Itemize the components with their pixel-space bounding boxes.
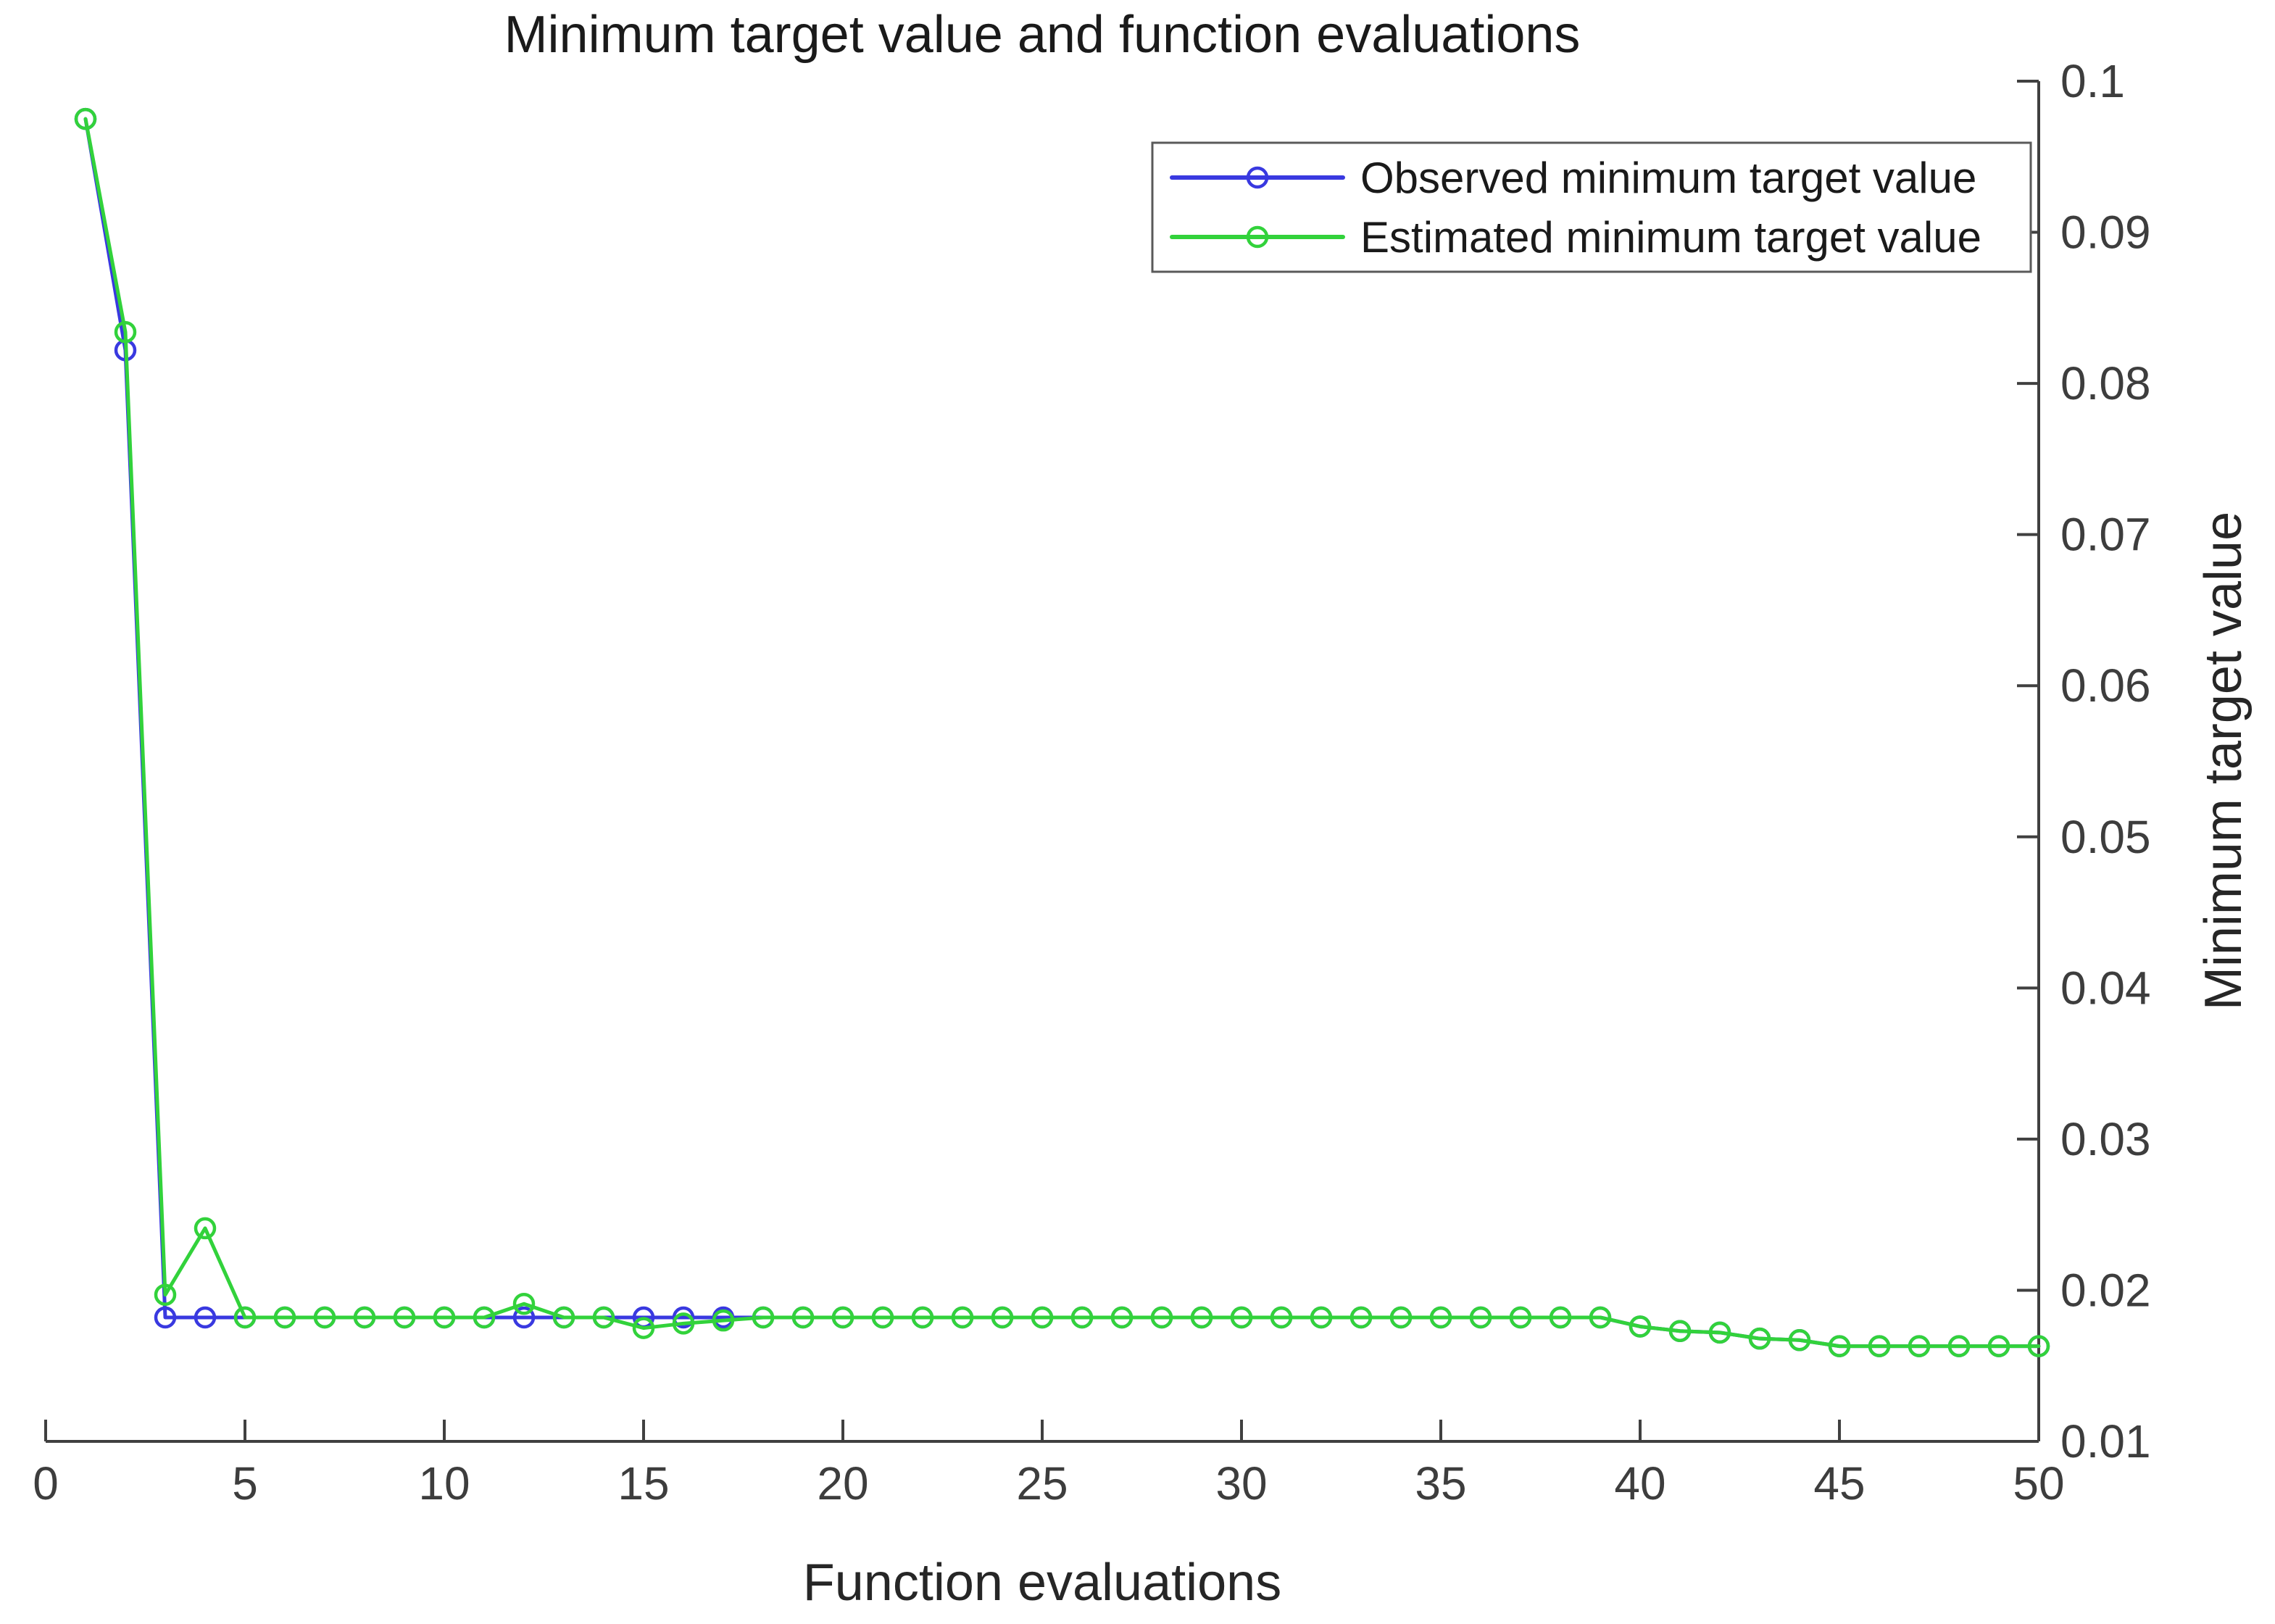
y-axis: 0.010.020.030.040.050.060.070.080.090.1 … xyxy=(2017,55,2253,1467)
series-estimated-marker xyxy=(632,1317,655,1339)
y-tick-label: 0.01 xyxy=(2060,1415,2151,1467)
series-estimated-marker xyxy=(592,1306,615,1329)
series-estimated-marker xyxy=(1070,1306,1094,1329)
series-estimated-marker xyxy=(114,320,137,343)
legend-sample-marker xyxy=(1246,225,1269,249)
series-observed-marker xyxy=(512,1306,536,1329)
series-estimated-marker xyxy=(1549,1306,1572,1329)
x-axis: 0 5 10 15 20 25 30 35 40 45 50 Function evaluation… xyxy=(33,1420,2065,1612)
series-estimated xyxy=(74,107,2050,1357)
plot-title: Minimum target value and function evalua… xyxy=(504,6,1581,64)
series-estimated-marker xyxy=(433,1306,456,1329)
x-ticks xyxy=(44,1420,2040,1441)
series-estimated-marker xyxy=(1788,1329,1811,1352)
series-estimated-marker xyxy=(194,1217,217,1240)
series-estimated-marker xyxy=(1270,1306,1293,1329)
series-estimated-marker xyxy=(951,1306,974,1329)
y-tick-label: 0.02 xyxy=(2060,1264,2151,1316)
legend-sample-marker xyxy=(1246,166,1269,189)
series-estimated-marker xyxy=(991,1306,1014,1329)
series-estimated-marker xyxy=(831,1306,854,1329)
series-estimated-marker xyxy=(791,1306,815,1329)
x-tick-label: 5 xyxy=(232,1457,258,1510)
series-estimated-marker xyxy=(313,1306,336,1329)
series-estimated-marker xyxy=(1469,1306,1492,1329)
series-estimated-marker xyxy=(74,107,97,130)
series-estimated-marker xyxy=(871,1306,894,1329)
legend-samples xyxy=(1170,166,1345,249)
series-estimated-marker xyxy=(1509,1306,1532,1329)
series-estimated-marker xyxy=(1708,1321,1731,1344)
series-estimated-line xyxy=(83,117,2041,1349)
series-estimated-marker xyxy=(552,1306,575,1329)
y-tick-label: 0.07 xyxy=(2060,509,2151,561)
y-axis-label: Minimum target value xyxy=(2195,512,2253,1010)
series-estimated-marker xyxy=(233,1306,257,1329)
x-tick-label: 0 xyxy=(33,1457,59,1510)
series-observed-marker xyxy=(194,1306,217,1329)
x-tick-label: 20 xyxy=(817,1457,868,1510)
series-estimated-marker xyxy=(1031,1306,1054,1329)
x-tick-label: 40 xyxy=(1614,1457,1665,1510)
series-estimated-marker xyxy=(672,1312,695,1335)
x-tick-label: 45 xyxy=(1813,1457,1865,1510)
series-observed-marker xyxy=(154,1306,177,1329)
x-tick-label: 15 xyxy=(617,1457,669,1510)
y-tick-label: 0.03 xyxy=(2060,1113,2151,1165)
series-estimated-marker xyxy=(1230,1306,1253,1329)
series-estimated-marker xyxy=(1828,1335,1851,1357)
series-estimated-marker xyxy=(154,1283,177,1306)
series-estimated-marker xyxy=(1868,1335,1891,1357)
x-tick-label: 30 xyxy=(1215,1457,1267,1510)
legend-entry-observed-label: Observed minimum target value xyxy=(1360,154,1976,202)
series-estimated-marker xyxy=(1389,1306,1413,1329)
legend-box xyxy=(1151,141,2032,273)
series-observed-marker xyxy=(672,1306,695,1329)
series-estimated-marker xyxy=(1429,1306,1452,1329)
y-tick-label: 0.04 xyxy=(2060,962,2151,1014)
series-estimated-marker xyxy=(1150,1306,1173,1329)
series-estimated-marker xyxy=(1110,1306,1134,1329)
x-tick-label: 10 xyxy=(418,1457,470,1510)
y-tick-label: 0.1 xyxy=(2060,55,2125,107)
series-estimated-marker xyxy=(1310,1306,1333,1329)
series-estimated-marker xyxy=(1947,1335,1971,1357)
series-estimated-marker xyxy=(712,1309,735,1332)
y-tick-label: 0.09 xyxy=(2060,207,2151,259)
series-estimated-marker xyxy=(911,1306,934,1329)
series-estimated-marker xyxy=(1908,1335,1931,1357)
x-tick-label: 35 xyxy=(1415,1457,1466,1510)
x-tick-label: 25 xyxy=(1016,1457,1068,1510)
y-tick-labels: 0.01 0.02 0.03 0.04 0.05 0.06 0.07 0.08 0.09 0.1 xyxy=(2060,55,2151,1467)
legend: Observed minimum target value Estimated … xyxy=(1151,141,2032,273)
series-estimated-marker xyxy=(273,1306,296,1329)
x-axis-label: Function evaluations xyxy=(803,1554,1281,1612)
series-observed-line xyxy=(83,117,2041,1349)
series-estimated-marker xyxy=(2027,1335,2050,1357)
series-estimated-marker xyxy=(1748,1327,1771,1350)
series-observed xyxy=(74,107,2050,1357)
series-estimated-marker xyxy=(1589,1306,1612,1329)
series-estimated-marker xyxy=(1190,1306,1213,1329)
series-estimated-marker xyxy=(512,1292,536,1315)
series-estimated-marker xyxy=(752,1306,775,1329)
legend-entry-estimated-label: Estimated minimum target value xyxy=(1360,213,1981,262)
series-estimated-marker xyxy=(1987,1335,2010,1357)
y-tick-label: 0.08 xyxy=(2060,357,2151,409)
series-estimated-marker xyxy=(1668,1320,1692,1343)
series-estimated-marker xyxy=(393,1306,416,1329)
series-estimated-marker xyxy=(1349,1306,1373,1329)
y-tick-label: 0.06 xyxy=(2060,659,2151,712)
x-tick-labels: 0 5 10 15 20 25 30 35 40 45 50 xyxy=(33,1457,2064,1510)
series-estimated-marker xyxy=(353,1306,376,1329)
y-tick-label: 0.05 xyxy=(2060,811,2151,863)
y-ticks xyxy=(2017,80,2039,1443)
x-tick-label: 50 xyxy=(2013,1457,2064,1510)
series-estimated-marker xyxy=(473,1306,496,1329)
series-estimated-marker xyxy=(1629,1315,1652,1338)
